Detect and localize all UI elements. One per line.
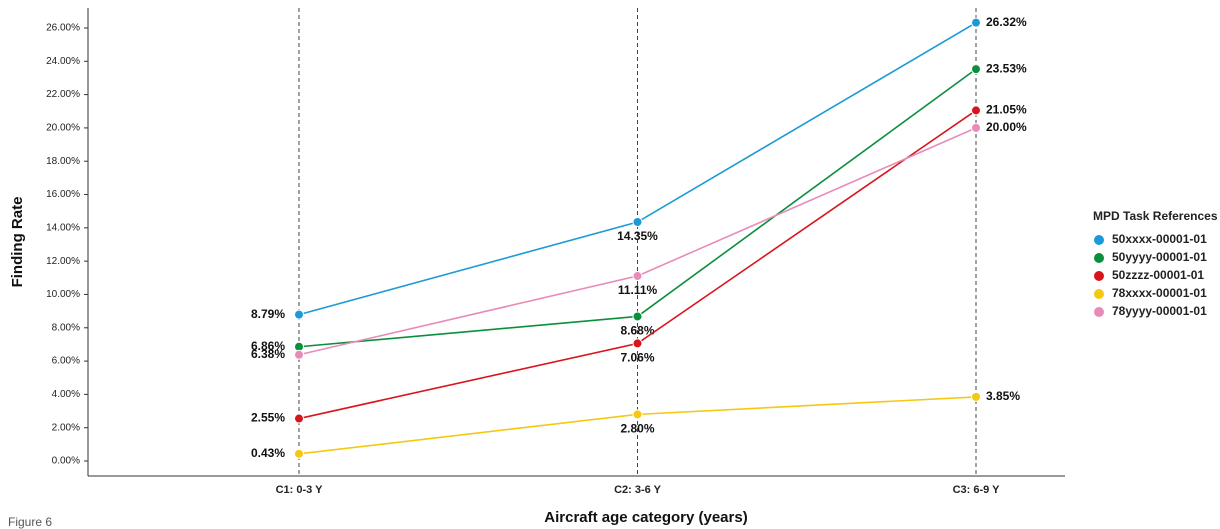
data-point <box>971 64 981 75</box>
data-point <box>971 105 981 116</box>
y-tick-label: 12.00% <box>46 256 80 267</box>
y-tick-label: 6.00% <box>52 356 80 367</box>
x-tick-label: C1: 0-3 Y <box>276 484 324 496</box>
data-point <box>971 17 981 28</box>
data-label: 6.38% <box>251 347 285 361</box>
legend-label: 50zzzz-00001-01 <box>1112 268 1204 282</box>
data-label: 23.53% <box>986 61 1027 75</box>
legend-title: MPD Task References <box>1093 209 1218 223</box>
legend-label: 50yyyy-00001-01 <box>1112 250 1207 264</box>
y-tick-label: 0.00% <box>52 456 80 467</box>
data-label: 21.05% <box>986 103 1027 117</box>
y-tick-label: 4.00% <box>52 389 80 400</box>
legend-label: 78yyyy-00001-01 <box>1112 304 1207 318</box>
data-point <box>971 122 981 133</box>
data-label: 2.55% <box>251 411 285 425</box>
y-tick-label: 26.00% <box>46 23 80 34</box>
legend-marker <box>1094 271 1104 281</box>
legend-marker <box>1094 307 1104 317</box>
legend-marker <box>1094 235 1104 245</box>
y-tick-label: 14.00% <box>46 222 80 233</box>
y-tick-label: 10.00% <box>46 289 80 300</box>
data-label: 8.79% <box>251 307 285 321</box>
data-point <box>632 270 643 281</box>
y-tick-label: 18.00% <box>46 156 80 167</box>
data-point <box>294 448 304 459</box>
x-axis-title: Aircraft age category (years) <box>544 509 747 526</box>
data-label: 3.85% <box>986 389 1020 403</box>
y-tick-label: 20.00% <box>46 123 80 134</box>
data-label: 26.32% <box>986 15 1027 29</box>
data-point <box>294 413 304 424</box>
data-label: 0.43% <box>251 446 285 460</box>
legend-label: 78xxxx-00001-01 <box>1112 286 1207 300</box>
y-tick-label: 2.00% <box>52 422 80 433</box>
data-label: 6.86% <box>251 339 285 353</box>
data-label: 2.80% <box>620 422 654 436</box>
data-label: 11.11% <box>618 283 658 297</box>
y-tick-label: 16.00% <box>46 189 80 200</box>
data-label: 20.00% <box>986 120 1027 134</box>
x-tick-label: C3: 6-9 Y <box>953 484 1001 496</box>
legend-marker <box>1094 289 1104 299</box>
data-point <box>632 338 643 349</box>
y-axis-title: Finding Rate <box>9 197 26 288</box>
data-point <box>294 349 304 360</box>
y-tick-label: 8.00% <box>52 322 80 333</box>
legend-marker <box>1094 253 1104 263</box>
data-label: 8.68% <box>620 324 654 338</box>
x-tick-label: C2: 3-6 Y <box>614 484 662 496</box>
caption: Figure 6 <box>8 515 52 529</box>
data-label: 7.06% <box>620 351 654 365</box>
data-point <box>632 409 643 420</box>
data-point <box>632 217 643 228</box>
data-point <box>632 311 643 322</box>
legend-label: 50xxxx-00001-01 <box>1112 232 1207 246</box>
data-label: 14.35% <box>617 229 658 243</box>
y-tick-label: 22.00% <box>46 89 80 100</box>
data-point <box>971 391 981 402</box>
y-tick-label: 24.00% <box>46 56 80 67</box>
data-point <box>294 309 304 320</box>
